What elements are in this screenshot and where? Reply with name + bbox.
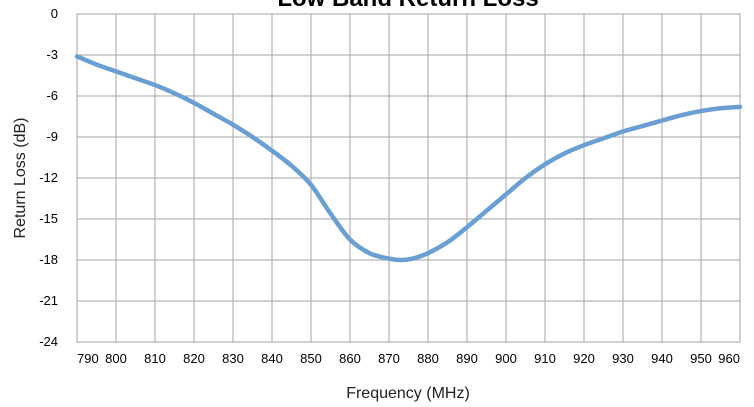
y-tick-label: -9: [46, 129, 58, 144]
x-tick-label: 930: [612, 351, 634, 366]
x-tick-label: 830: [222, 351, 244, 366]
x-tick-label: 860: [339, 351, 361, 366]
y-tick-label: -18: [39, 252, 58, 267]
x-tick-label: 800: [105, 351, 127, 366]
y-tick-label: -6: [46, 88, 58, 103]
x-axis-title: Frequency (MHz): [346, 385, 470, 402]
x-tick-label: 900: [495, 351, 517, 366]
x-tick-label: 950: [690, 351, 712, 366]
return-loss-line: [74, 54, 743, 263]
x-tick-labels: 790 800 810 820 830 840 850 860 870 880 890 900 910 9…: [77, 351, 740, 366]
y-tick-label: -12: [39, 170, 58, 185]
y-tick-label: -15: [39, 211, 58, 226]
x-tick-label: 850: [300, 351, 322, 366]
x-tick-label: 810: [144, 351, 166, 366]
x-tick-label: 790: [77, 351, 99, 366]
y-axis-title: Return Loss (dB): [12, 118, 29, 239]
x-tick-label: 890: [456, 351, 478, 366]
y-tick-label: -3: [46, 47, 58, 62]
chart-title: Low Band Return Loss: [277, 0, 538, 12]
x-tick-label: 840: [261, 351, 283, 366]
x-tick-label: 820: [183, 351, 205, 366]
x-tick-label: 960: [718, 351, 740, 366]
y-tick-labels: 0 -3 -6 -9 -12 -15 -18 -21 -24: [39, 6, 58, 349]
x-tick-label: 910: [534, 351, 556, 366]
x-tick-label: 880: [417, 351, 439, 366]
x-tick-label: 920: [573, 351, 595, 366]
x-tick-label: 870: [378, 351, 400, 366]
y-tick-label: 0: [51, 6, 58, 21]
y-tick-label: -24: [39, 334, 58, 349]
x-tick-label: 940: [651, 351, 673, 366]
y-tick-label: -21: [39, 293, 58, 308]
